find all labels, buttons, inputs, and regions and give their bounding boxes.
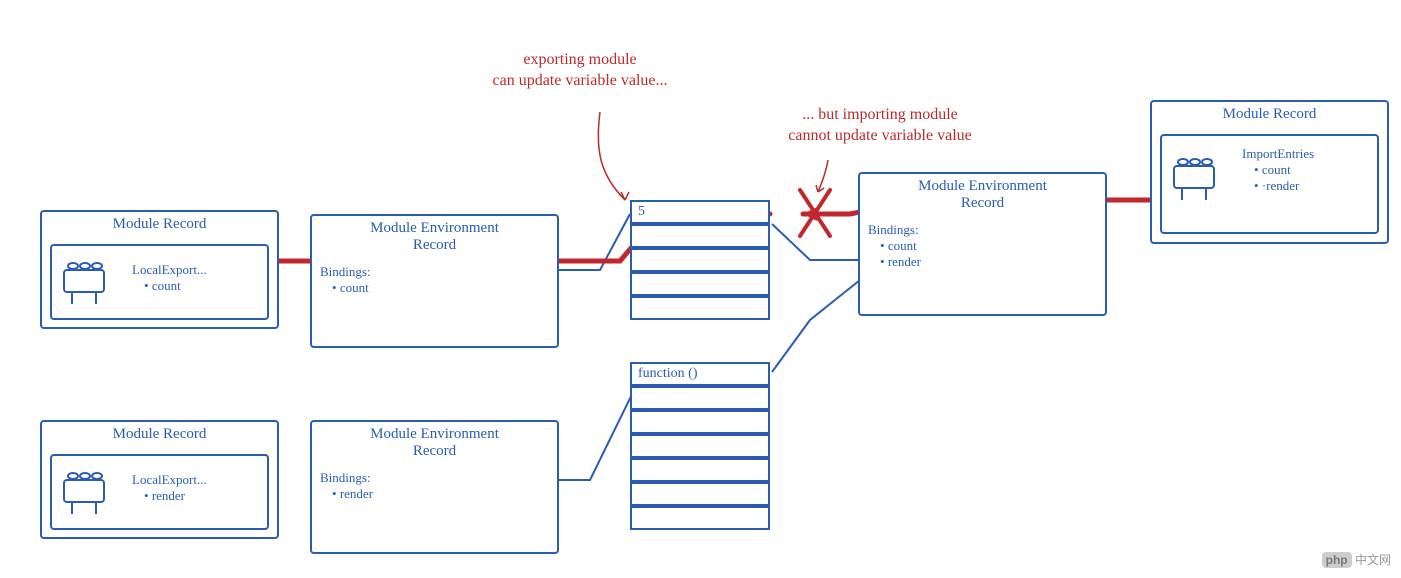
watermark-text: 中文网 [1355, 553, 1391, 567]
field-label: LocalExport... [124, 472, 207, 488]
memory-cell [630, 272, 770, 296]
list-item: • render [312, 486, 557, 502]
memory-cell [630, 410, 770, 434]
lego-brick-icon [1166, 148, 1226, 204]
memory-cell [630, 434, 770, 458]
bindings-label: Bindings: [312, 264, 557, 280]
box-title: Module Record [1152, 102, 1387, 127]
list-item: • count [312, 280, 557, 296]
memory-cell [630, 224, 770, 248]
module-env-box: Module EnvironmentRecord Bindings: • ren… [310, 420, 559, 554]
box-title: Module EnvironmentRecord [312, 422, 557, 464]
annot-line: cannot update variable value [788, 127, 971, 144]
list-item: • count [124, 278, 207, 294]
annotation-importing: ... but importing module cannot update v… [720, 105, 1040, 147]
box-title: Module EnvironmentRecord [860, 174, 1105, 216]
field-label: LocalExport... [124, 262, 207, 278]
memory-cell [630, 386, 770, 410]
memory-cell: 5 [630, 200, 770, 224]
module-record-inner: LocalExport... • render [50, 454, 269, 530]
memory-cell [630, 296, 770, 320]
memory-cell [630, 248, 770, 272]
annotation-exporting: exporting module can update variable val… [420, 50, 740, 92]
box-title: Module Record [42, 422, 277, 447]
watermark-tag: php [1322, 552, 1352, 568]
annot-line: exporting module [523, 51, 636, 68]
annot-line: ... but importing module [802, 106, 958, 123]
bindings-label: Bindings: [312, 470, 557, 486]
list-item: • render [860, 254, 1105, 270]
annot-line: can update variable value... [492, 72, 667, 89]
bindings-label: Bindings: [860, 222, 1105, 238]
memory-cell [630, 482, 770, 506]
box-title: Module Record [42, 212, 277, 237]
module-env-box: Module EnvironmentRecord Bindings: • cou… [310, 214, 559, 348]
list-item: • ·render [1234, 178, 1314, 194]
list-item: • count [860, 238, 1105, 254]
memory-cell [630, 506, 770, 530]
field-label: ImportEntries [1234, 146, 1314, 162]
list-item: • count [1234, 162, 1314, 178]
box-title: Module EnvironmentRecord [312, 216, 557, 258]
module-env-box: Module EnvironmentRecord Bindings: • cou… [858, 172, 1107, 316]
memory-cell-function: function () [630, 362, 770, 386]
module-record-inner: LocalExport... • count [50, 244, 269, 320]
lego-brick-icon [56, 252, 116, 308]
module-record-inner: ImportEntries • count • ·render [1160, 134, 1379, 234]
memory-cell [630, 458, 770, 482]
list-item: • render [124, 488, 207, 504]
watermark: php 中文网 [1322, 551, 1391, 568]
lego-brick-icon [56, 462, 116, 518]
